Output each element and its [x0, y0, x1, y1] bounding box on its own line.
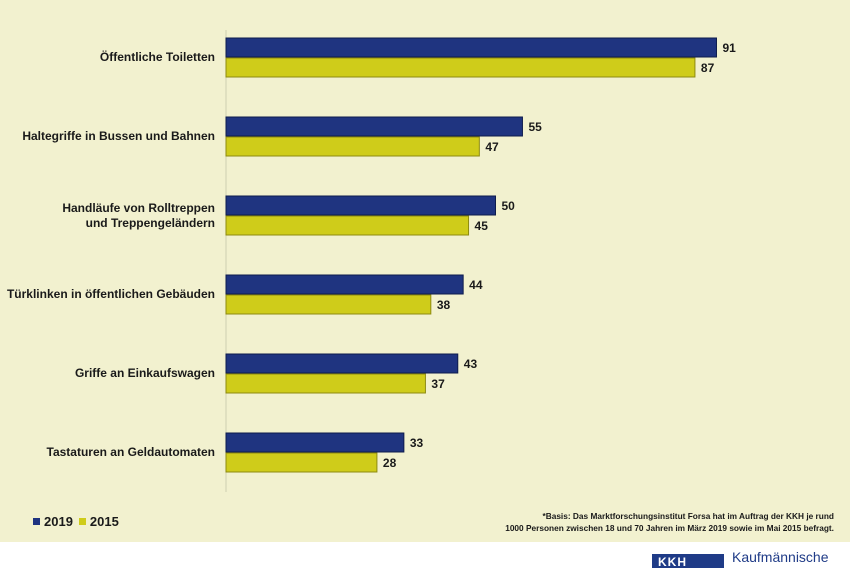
bar-2015-5: [225, 452, 378, 473]
data-label-2015-5: 28: [383, 456, 397, 470]
bar-chart: 91 87 55 47 50 45 44 38 43 37 33 28: [225, 30, 736, 492]
legend-swatch-2019: [33, 518, 40, 525]
chart-panel: 91 87 55 47 50 45 44 38 43 37 33 28 Öffentliche Toi…: [0, 0, 850, 542]
category-label-4: Griffe an Einkaufswagen: [0, 366, 215, 381]
legend-swatch-2015: [78, 518, 86, 525]
footnote: *Basis: Das Marktforschungsinstitut Fors…: [505, 510, 834, 534]
category-label-5: Tastaturen an Geldautomaten: [0, 445, 215, 460]
data-label-2015-0: 87: [701, 61, 715, 75]
legend-label-2015: 2015: [89, 514, 119, 529]
bar-2019-4: [225, 353, 459, 374]
category-label-2-line-1: und Treppengeländern: [85, 215, 215, 230]
data-label-2019-3: 44: [469, 278, 483, 292]
category-label-1: Haltegriffe in Bussen und Bahnen: [0, 129, 215, 144]
data-label-2015-1: 47: [485, 140, 499, 154]
bar-2019-1: [225, 116, 523, 137]
bar-2015-3: [225, 294, 432, 315]
category-label-5-line-0: Tastaturen an Geldautomaten: [46, 445, 215, 459]
legend-item-2019: 2019: [33, 514, 73, 529]
data-label-2019-1: 55: [528, 120, 542, 134]
category-label-2: Handläufe von Rolltreppen und Treppengelä…: [0, 201, 215, 231]
footnote-line-1: *Basis: Das Marktforschungsinstitut Fors…: [542, 511, 834, 521]
data-label-2019-2: 50: [502, 199, 516, 213]
bar-2019-3: [225, 274, 464, 295]
bar-2019-0: [225, 37, 717, 58]
data-label-2019-4: 43: [464, 357, 478, 371]
data-label-2019-0: 91: [722, 41, 736, 55]
data-label-2015-3: 38: [437, 298, 451, 312]
legend: 2019 2015: [33, 514, 125, 529]
category-label-2-line-0: Handläufe von Rolltreppen: [62, 200, 215, 215]
data-label-2015-2: 45: [475, 219, 489, 233]
legend-item-2015: 2015: [78, 514, 119, 529]
bar-2015-4: [225, 373, 426, 394]
bar-2019-5: [225, 432, 405, 453]
bar-2015-0: [225, 57, 696, 78]
category-label-3: Türklinken in öffentlichen Gebäuden: [0, 287, 215, 302]
footnote-line-2: 1000 Personen zwischen 18 und 70 Jahren …: [505, 523, 834, 533]
kkh-logo-text: Kaufmännische: [732, 549, 829, 565]
bar-2019-2: [225, 195, 496, 216]
bar-2015-2: [225, 215, 470, 236]
category-label-3-line-0: Türklinken in öffentlichen Gebäuden: [6, 287, 215, 301]
category-label-0-line-0: Öffentliche Toiletten: [99, 50, 215, 64]
kkh-logo-letters: KKH: [658, 555, 687, 569]
category-label-0: Öffentliche Toiletten: [0, 50, 215, 65]
data-label-2019-5: 33: [410, 436, 424, 450]
category-label-4-line-0: Griffe an Einkaufswagen: [74, 366, 215, 380]
bar-2015-1: [225, 136, 480, 157]
data-label-2015-4: 37: [431, 377, 445, 391]
category-label-1-line-0: Haltegriffe in Bussen und Bahnen: [22, 129, 215, 143]
legend-label-2019: 2019: [44, 514, 73, 529]
